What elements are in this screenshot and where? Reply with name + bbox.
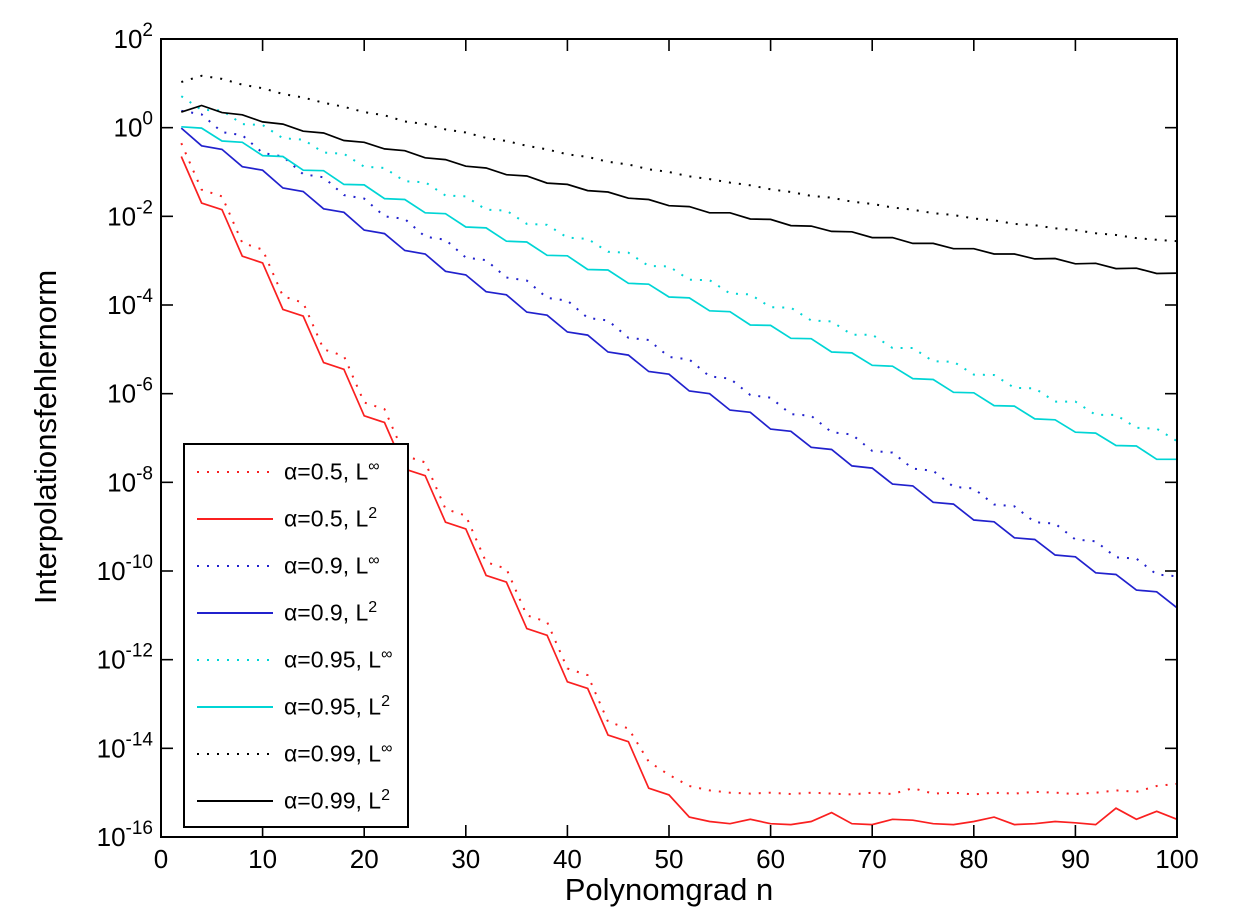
legend-label: α=0.95, L∞ [284,646,393,673]
legend-label: α=0.99, L∞ [284,740,393,767]
x-tick-label: 90 [1061,844,1090,874]
y-tick-label: 10-10 [97,552,153,586]
legend-row: α=0.99, L2 [185,777,407,824]
legend-label: α=0.5, L2 [284,505,378,532]
y-tick-label: 102 [114,20,154,54]
x-tick-label: 60 [756,844,785,874]
x-tick-label: 80 [959,844,988,874]
x-tick-label: 30 [451,844,480,874]
y-tick-label: 10-2 [107,197,153,231]
legend-label: α=0.95, L2 [284,693,390,720]
legend-label: α=0.9, L2 [284,599,378,626]
series-line-alpha095-l2 [181,125,1177,461]
legend-sample-line-dotted [197,564,273,567]
legend-row: α=0.5, L∞ [185,448,407,495]
legend-row: α=0.9, L2 [185,589,407,636]
legend-label: α=0.5, L∞ [284,458,380,485]
series-line-alpha099-linf [181,74,1178,243]
legend-sample-line-solid [197,799,273,802]
legend-box: α=0.5, L∞ α=0.5, L2 α=0.9, L∞ α=0.9, L2 α=0.… [183,443,409,828]
legend-row: α=0.95, L∞ [185,636,407,683]
legend-row: α=0.9, L∞ [185,542,407,589]
x-tick-label: 50 [655,844,684,874]
y-axis-label: Interpolationsfehlernorm [28,269,63,605]
y-tick-label: 10-8 [107,463,153,497]
series-line-alpha09-l2 [180,127,1178,609]
legend-sample-line-dotted [197,470,273,473]
y-tick-label: 10-4 [107,286,153,320]
x-tick-label: 10 [248,844,277,874]
legend-row: α=0.5, L2 [185,495,407,542]
legend-sample-line-dotted [197,658,273,661]
legend-label: α=0.99, L2 [284,787,390,814]
x-axis-label: Polynomgrad n [564,872,774,907]
legend-row: α=0.99, L∞ [185,730,407,777]
legend-label: α=0.9, L∞ [284,552,380,579]
x-tick-label: 40 [553,844,582,874]
series-line-alpha095-linf [180,95,1178,442]
series-line-alpha099-l2 [181,104,1178,275]
x-tick-label: 0 [154,844,168,874]
series-line-alpha05-l2 [180,156,1178,826]
y-tick-label: 100 [114,109,154,143]
legend-row: α=0.95, L2 [185,683,407,730]
y-tick-label: 10-16 [97,818,153,852]
y-tick-label: 10-6 [107,375,153,409]
x-tick-label: 100 [1155,844,1198,874]
legend-sample-line-solid [197,705,273,708]
legend-sample-line-dotted [197,752,273,755]
x-tick-label: 70 [858,844,887,874]
x-tick-label: 20 [350,844,379,874]
y-tick-label: 10-12 [97,641,153,675]
y-tick-label: 10-14 [97,729,154,763]
legend-sample-line-solid [197,611,273,614]
legend-sample-line-solid [197,517,273,520]
